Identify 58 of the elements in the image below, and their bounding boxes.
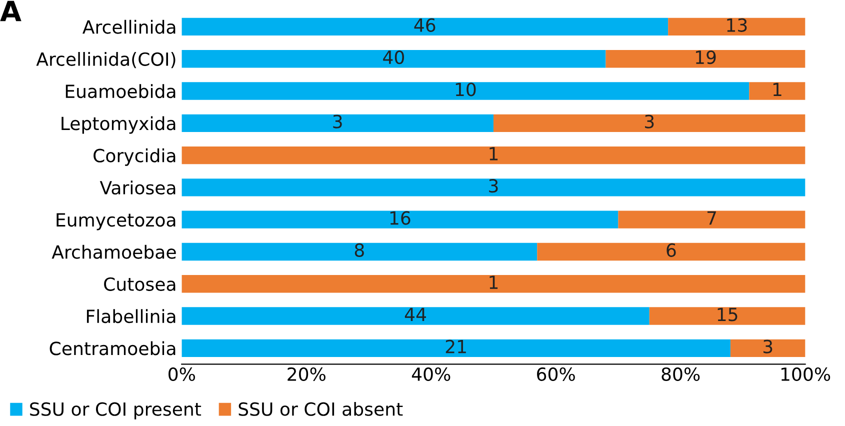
bar	[182, 50, 606, 68]
annotation: 6	[666, 243, 676, 257]
y-tick-label: Variosea	[100, 180, 176, 195]
bar	[730, 339, 806, 357]
bar	[606, 50, 806, 68]
bar	[182, 178, 806, 196]
y-tick-label: Arcellinida(COI)	[36, 52, 176, 68]
y-tick-label: Centramoebia	[50, 341, 176, 356]
annotation: 3	[333, 114, 342, 128]
annotation: 21	[446, 340, 466, 354]
y-tick-label: Flabellinia	[86, 309, 176, 324]
annotation: 1	[490, 147, 498, 160]
annotation: 40	[383, 50, 404, 64]
annotation: 10	[456, 82, 476, 96]
annotation: 15	[718, 308, 738, 322]
x-tick-label: 0%	[168, 367, 195, 381]
annotation: 44	[404, 308, 426, 321]
bar	[182, 82, 750, 100]
x-tick-label: 40%	[412, 367, 450, 381]
legend-label: SSU or COI absent	[238, 402, 403, 416]
annotation: 16	[390, 211, 410, 225]
annotation: 3	[489, 179, 498, 193]
x-tick-label: 100%	[781, 367, 830, 381]
y-tick-label: Arcellinida	[82, 20, 176, 34]
bar	[182, 339, 730, 357]
bar	[182, 242, 538, 261]
bar	[182, 146, 806, 164]
bar	[182, 210, 618, 228]
annotation: 19	[696, 50, 716, 64]
x-tick-label: 20%	[288, 367, 326, 381]
bar	[493, 114, 806, 132]
bar	[668, 18, 806, 36]
y-tick-label: Archamoebae	[52, 244, 176, 259]
y-tick-label: Leptomyxida	[62, 116, 176, 134]
y-tick-label: Cutosea	[104, 277, 176, 291]
annotation: 8	[354, 243, 364, 257]
bar	[649, 307, 806, 325]
bar	[182, 114, 494, 132]
annotation: 13	[727, 18, 747, 32]
annotation: 3	[764, 340, 772, 354]
annotation: 7	[707, 211, 716, 225]
annotation: 3	[645, 114, 654, 128]
annotation: 1	[490, 276, 498, 289]
annotation: 46	[414, 18, 436, 32]
x-tick-label: 60%	[537, 367, 575, 381]
bar	[618, 210, 806, 228]
bar	[182, 275, 806, 293]
legend-label: SSU or COI present	[30, 402, 202, 420]
bar	[749, 82, 806, 100]
y-tick-label: Corycidia	[94, 148, 176, 166]
annotation: 1	[773, 82, 782, 96]
bar	[182, 307, 650, 325]
y-tick-label: Euamoebida	[66, 84, 176, 98]
y-tick-label: Eumycetozoa	[56, 213, 176, 230]
text: A	[0, 0, 22, 22]
x-tick-label: 80%	[662, 367, 700, 381]
bar	[182, 18, 668, 36]
bar	[537, 242, 806, 261]
